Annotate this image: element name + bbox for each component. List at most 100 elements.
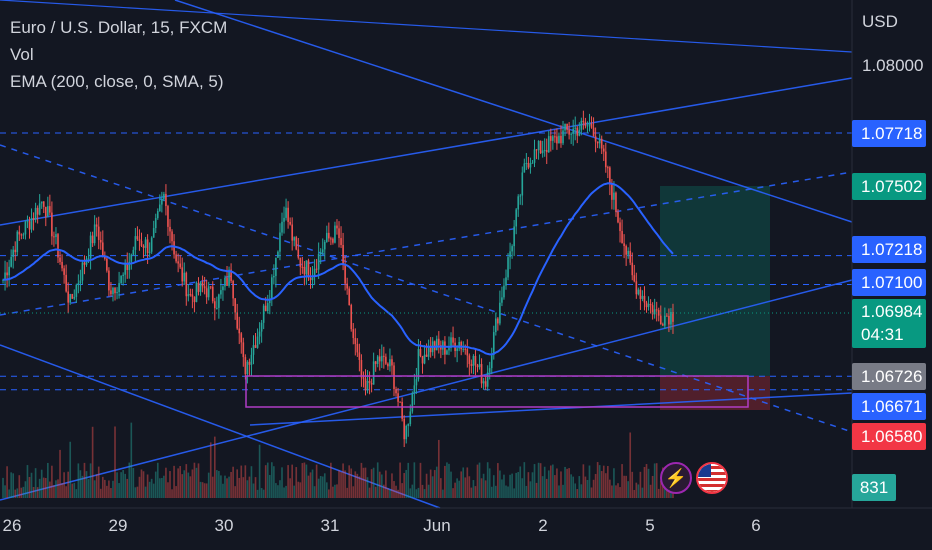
time-tick: 2 xyxy=(538,516,548,535)
volume-bar xyxy=(511,473,513,498)
candle-body xyxy=(321,249,324,253)
volume-bar xyxy=(649,484,652,498)
support-zone-rectangle[interactable] xyxy=(245,375,749,408)
time-tick: 31 xyxy=(320,516,340,535)
candle-body xyxy=(554,136,556,138)
volume-bar xyxy=(564,466,566,498)
volume-bar xyxy=(283,487,285,498)
candle-body xyxy=(378,356,381,362)
level-badge[interactable]: 1.06671 xyxy=(852,393,926,420)
candle-body xyxy=(476,365,479,368)
candle-body xyxy=(480,364,483,384)
volume-bar xyxy=(183,470,186,498)
volume-bar xyxy=(307,475,310,498)
candle-body xyxy=(364,378,367,391)
candle-body xyxy=(442,341,444,350)
volume-bar xyxy=(49,481,51,498)
candle-body xyxy=(497,318,499,324)
volume-bar xyxy=(187,472,190,498)
volume-bar xyxy=(232,466,234,498)
candle-body xyxy=(405,425,408,440)
candle-body xyxy=(450,337,452,348)
volume-bar xyxy=(85,471,88,498)
ema-line[interactable] xyxy=(2,182,674,356)
candle-body xyxy=(521,172,524,196)
stop-badge[interactable]: 1.06580 xyxy=(852,423,926,450)
candle-body xyxy=(26,221,29,223)
volume-indicator-label[interactable]: Vol xyxy=(10,45,34,64)
candle-body xyxy=(415,379,418,386)
volume-bar xyxy=(657,488,660,498)
candle-body xyxy=(104,256,106,259)
current-price-badge[interactable]: 1.06984 04:31 xyxy=(852,299,926,348)
level-badge[interactable]: 1.07718 xyxy=(852,120,926,147)
candle-body xyxy=(464,348,467,350)
volume-bar xyxy=(533,464,536,498)
candle-body xyxy=(619,222,621,232)
volume-bar xyxy=(659,480,662,498)
entry-badge[interactable]: 1.06726 xyxy=(852,363,926,390)
candle-body xyxy=(427,345,430,357)
candle-body xyxy=(586,125,589,127)
long-stop-zone[interactable] xyxy=(660,376,770,410)
ema-indicator-label[interactable]: EMA (200, close, 0, SMA, 5) xyxy=(10,72,224,91)
volume-bar xyxy=(134,487,137,498)
volume-bar xyxy=(83,462,86,498)
candle-body xyxy=(629,250,632,263)
target-badge[interactable]: 1.07502 xyxy=(852,173,926,200)
trendline xyxy=(0,77,853,226)
volume-bar xyxy=(440,478,442,498)
candle-body xyxy=(140,240,143,246)
volume-bar xyxy=(89,463,92,498)
candle-body xyxy=(423,354,426,364)
volume-bar xyxy=(486,462,489,498)
candle-body xyxy=(69,294,72,303)
candle-body xyxy=(175,254,177,262)
lightning-icon[interactable]: ⚡ xyxy=(660,462,692,494)
volume-bar xyxy=(189,476,192,498)
volume-bar xyxy=(181,474,184,498)
volume-bar xyxy=(592,479,595,498)
volume-bar xyxy=(358,476,361,498)
candle-body xyxy=(417,349,420,380)
volume-bar xyxy=(185,464,188,498)
candle-body xyxy=(297,249,300,258)
candle-body xyxy=(517,196,520,210)
volume-bar xyxy=(248,476,251,498)
candle-body xyxy=(330,238,332,240)
symbol-title[interactable]: Euro / U.S. Dollar, 15, FXCM xyxy=(10,18,228,37)
volume-bar xyxy=(144,486,147,498)
volume-bar xyxy=(142,471,145,498)
volume-bar xyxy=(409,488,412,498)
volume-bar xyxy=(600,471,603,498)
volume-bar xyxy=(55,480,57,498)
candle-body xyxy=(36,207,39,215)
volume-bar xyxy=(395,485,397,498)
us-flag-icon[interactable] xyxy=(696,462,728,494)
candle-body xyxy=(28,221,31,230)
volume-bar xyxy=(161,477,163,498)
candle-body xyxy=(474,355,477,366)
candle-body xyxy=(552,136,554,141)
volume-bar xyxy=(625,475,627,498)
level-badge[interactable]: 1.07218 xyxy=(852,236,926,263)
volume-bar xyxy=(118,483,120,498)
candle-body xyxy=(509,251,511,258)
level-badge[interactable]: 1.07100 xyxy=(852,269,926,296)
volume-bar xyxy=(268,474,271,498)
volume-bar xyxy=(501,479,503,498)
volume-bar xyxy=(391,473,393,498)
volume-bar xyxy=(385,470,387,498)
volume-bar xyxy=(177,468,179,498)
candle-body xyxy=(6,272,8,276)
candle-body xyxy=(191,294,194,297)
long-target-zone[interactable] xyxy=(660,186,770,376)
candle-body xyxy=(348,288,351,306)
volume-bar xyxy=(427,484,430,498)
candle-body xyxy=(275,257,277,276)
candle-body xyxy=(588,123,591,126)
trendlines[interactable] xyxy=(0,0,853,509)
volume-bar xyxy=(407,462,410,498)
volume-bar xyxy=(348,465,351,498)
